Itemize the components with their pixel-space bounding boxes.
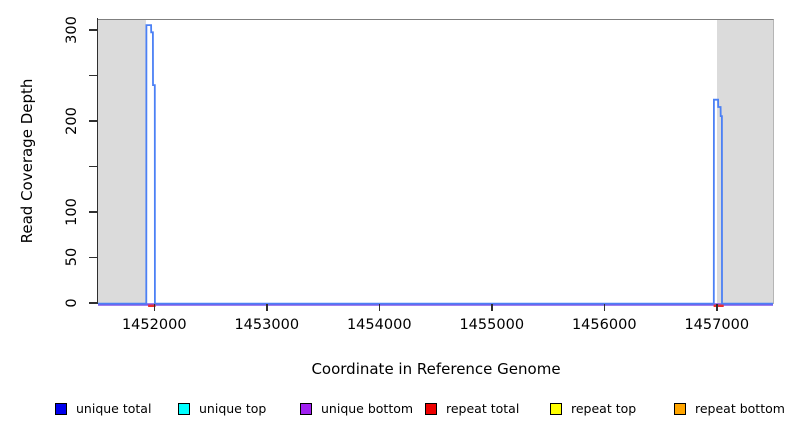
legend-swatch-icon: [425, 402, 437, 415]
legend-item-label: unique total: [76, 401, 152, 416]
y-tick: [89, 120, 97, 122]
x-tick-label: 1456000: [571, 317, 637, 333]
x-tick: [603, 304, 605, 311]
y-tick-label: 100: [64, 198, 80, 226]
legend-item-unique-total: unique total: [55, 401, 151, 416]
x-tick-label: 1454000: [346, 317, 412, 333]
x-tick: [153, 304, 155, 311]
legend-item-repeat-bottom: repeat bottom: [674, 401, 785, 416]
y-tick-label: 200: [64, 107, 80, 135]
x-tick-label: 1455000: [459, 317, 525, 333]
y-tick-label: 0: [64, 298, 80, 308]
legend-swatch-icon: [178, 402, 190, 415]
legend-item-label: repeat top: [571, 401, 637, 416]
legend-item-label: unique bottom: [321, 401, 414, 416]
legend-swatch-icon: [55, 402, 67, 415]
legend-item-repeat-top: repeat top: [550, 401, 636, 416]
y-tick: [89, 165, 97, 168]
legend-item-label: unique top: [199, 401, 267, 416]
y-axis-label: Read Coverage Depth: [18, 78, 36, 244]
x-tick-label: 1457000: [684, 317, 750, 333]
x-tick-label: 1452000: [121, 317, 187, 333]
x-tick: [266, 304, 268, 311]
y-axis-line: [96, 18, 99, 304]
y-tick-label: 300: [64, 16, 80, 44]
x-axis-label: Coordinate in Reference Genome: [311, 360, 561, 378]
plot-area: [98, 19, 774, 307]
masked-region: [98, 20, 147, 304]
coverage-series-svg: [98, 24, 773, 307]
y-tick: [89, 256, 97, 259]
legend-item-label: repeat bottom: [695, 401, 785, 416]
legend-swatch-icon: [550, 402, 562, 415]
legend-item-unique-top: unique top: [178, 401, 266, 416]
legend-item-repeat-total: repeat total: [425, 401, 519, 416]
x-tick: [378, 304, 380, 311]
y-tick: [89, 74, 97, 77]
legend-item-label: repeat total: [446, 401, 520, 416]
y-tick: [89, 211, 97, 213]
masked-region: [716, 20, 773, 304]
y-tick: [89, 302, 97, 304]
legend-swatch-icon: [674, 402, 686, 415]
series-unique-total: [98, 24, 773, 305]
x-tick: [716, 304, 718, 311]
y-tick: [89, 29, 97, 31]
legend-swatch-icon: [300, 402, 312, 415]
y-tick-label: 50: [64, 248, 80, 267]
legend-item-unique-bottom: unique bottom: [300, 401, 413, 416]
x-tick-label: 1453000: [234, 317, 300, 333]
x-tick: [491, 304, 493, 311]
